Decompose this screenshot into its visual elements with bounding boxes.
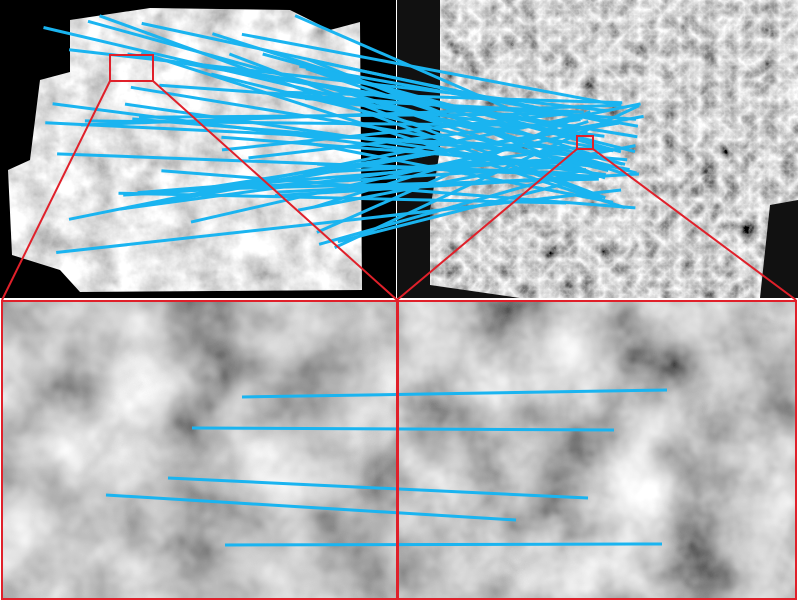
zoom-indicators — [1, 54, 797, 600]
zoom-connector — [152, 80, 398, 301]
match-line — [99, 14, 603, 201]
match-line — [307, 58, 609, 124]
match-line — [224, 542, 663, 547]
match-line — [56, 188, 622, 254]
right-zoom-image — [398, 301, 796, 599]
match-line — [123, 165, 566, 197]
match-line — [180, 126, 587, 199]
left-zoom-image — [2, 301, 397, 599]
match-line — [302, 155, 596, 175]
zoom-connector — [1, 80, 111, 301]
left-zoom-box — [109, 54, 154, 82]
match-line — [127, 52, 570, 129]
match-line — [317, 162, 605, 179]
match-line — [262, 52, 622, 154]
match-line — [52, 102, 606, 177]
match-line — [221, 112, 568, 152]
match-lines — [43, 14, 668, 547]
match-line — [241, 32, 620, 107]
match-line — [190, 129, 588, 224]
zoom-connector — [396, 148, 578, 301]
match-line — [211, 32, 623, 166]
zoom-connector — [592, 148, 797, 301]
match-line — [294, 14, 573, 138]
match-line — [167, 476, 589, 500]
match-line — [105, 493, 517, 522]
right-zoom-frame — [397, 300, 797, 600]
match-line — [297, 144, 636, 212]
match-line — [191, 426, 615, 432]
match-line — [241, 388, 668, 399]
right-zoom-box — [576, 135, 594, 150]
